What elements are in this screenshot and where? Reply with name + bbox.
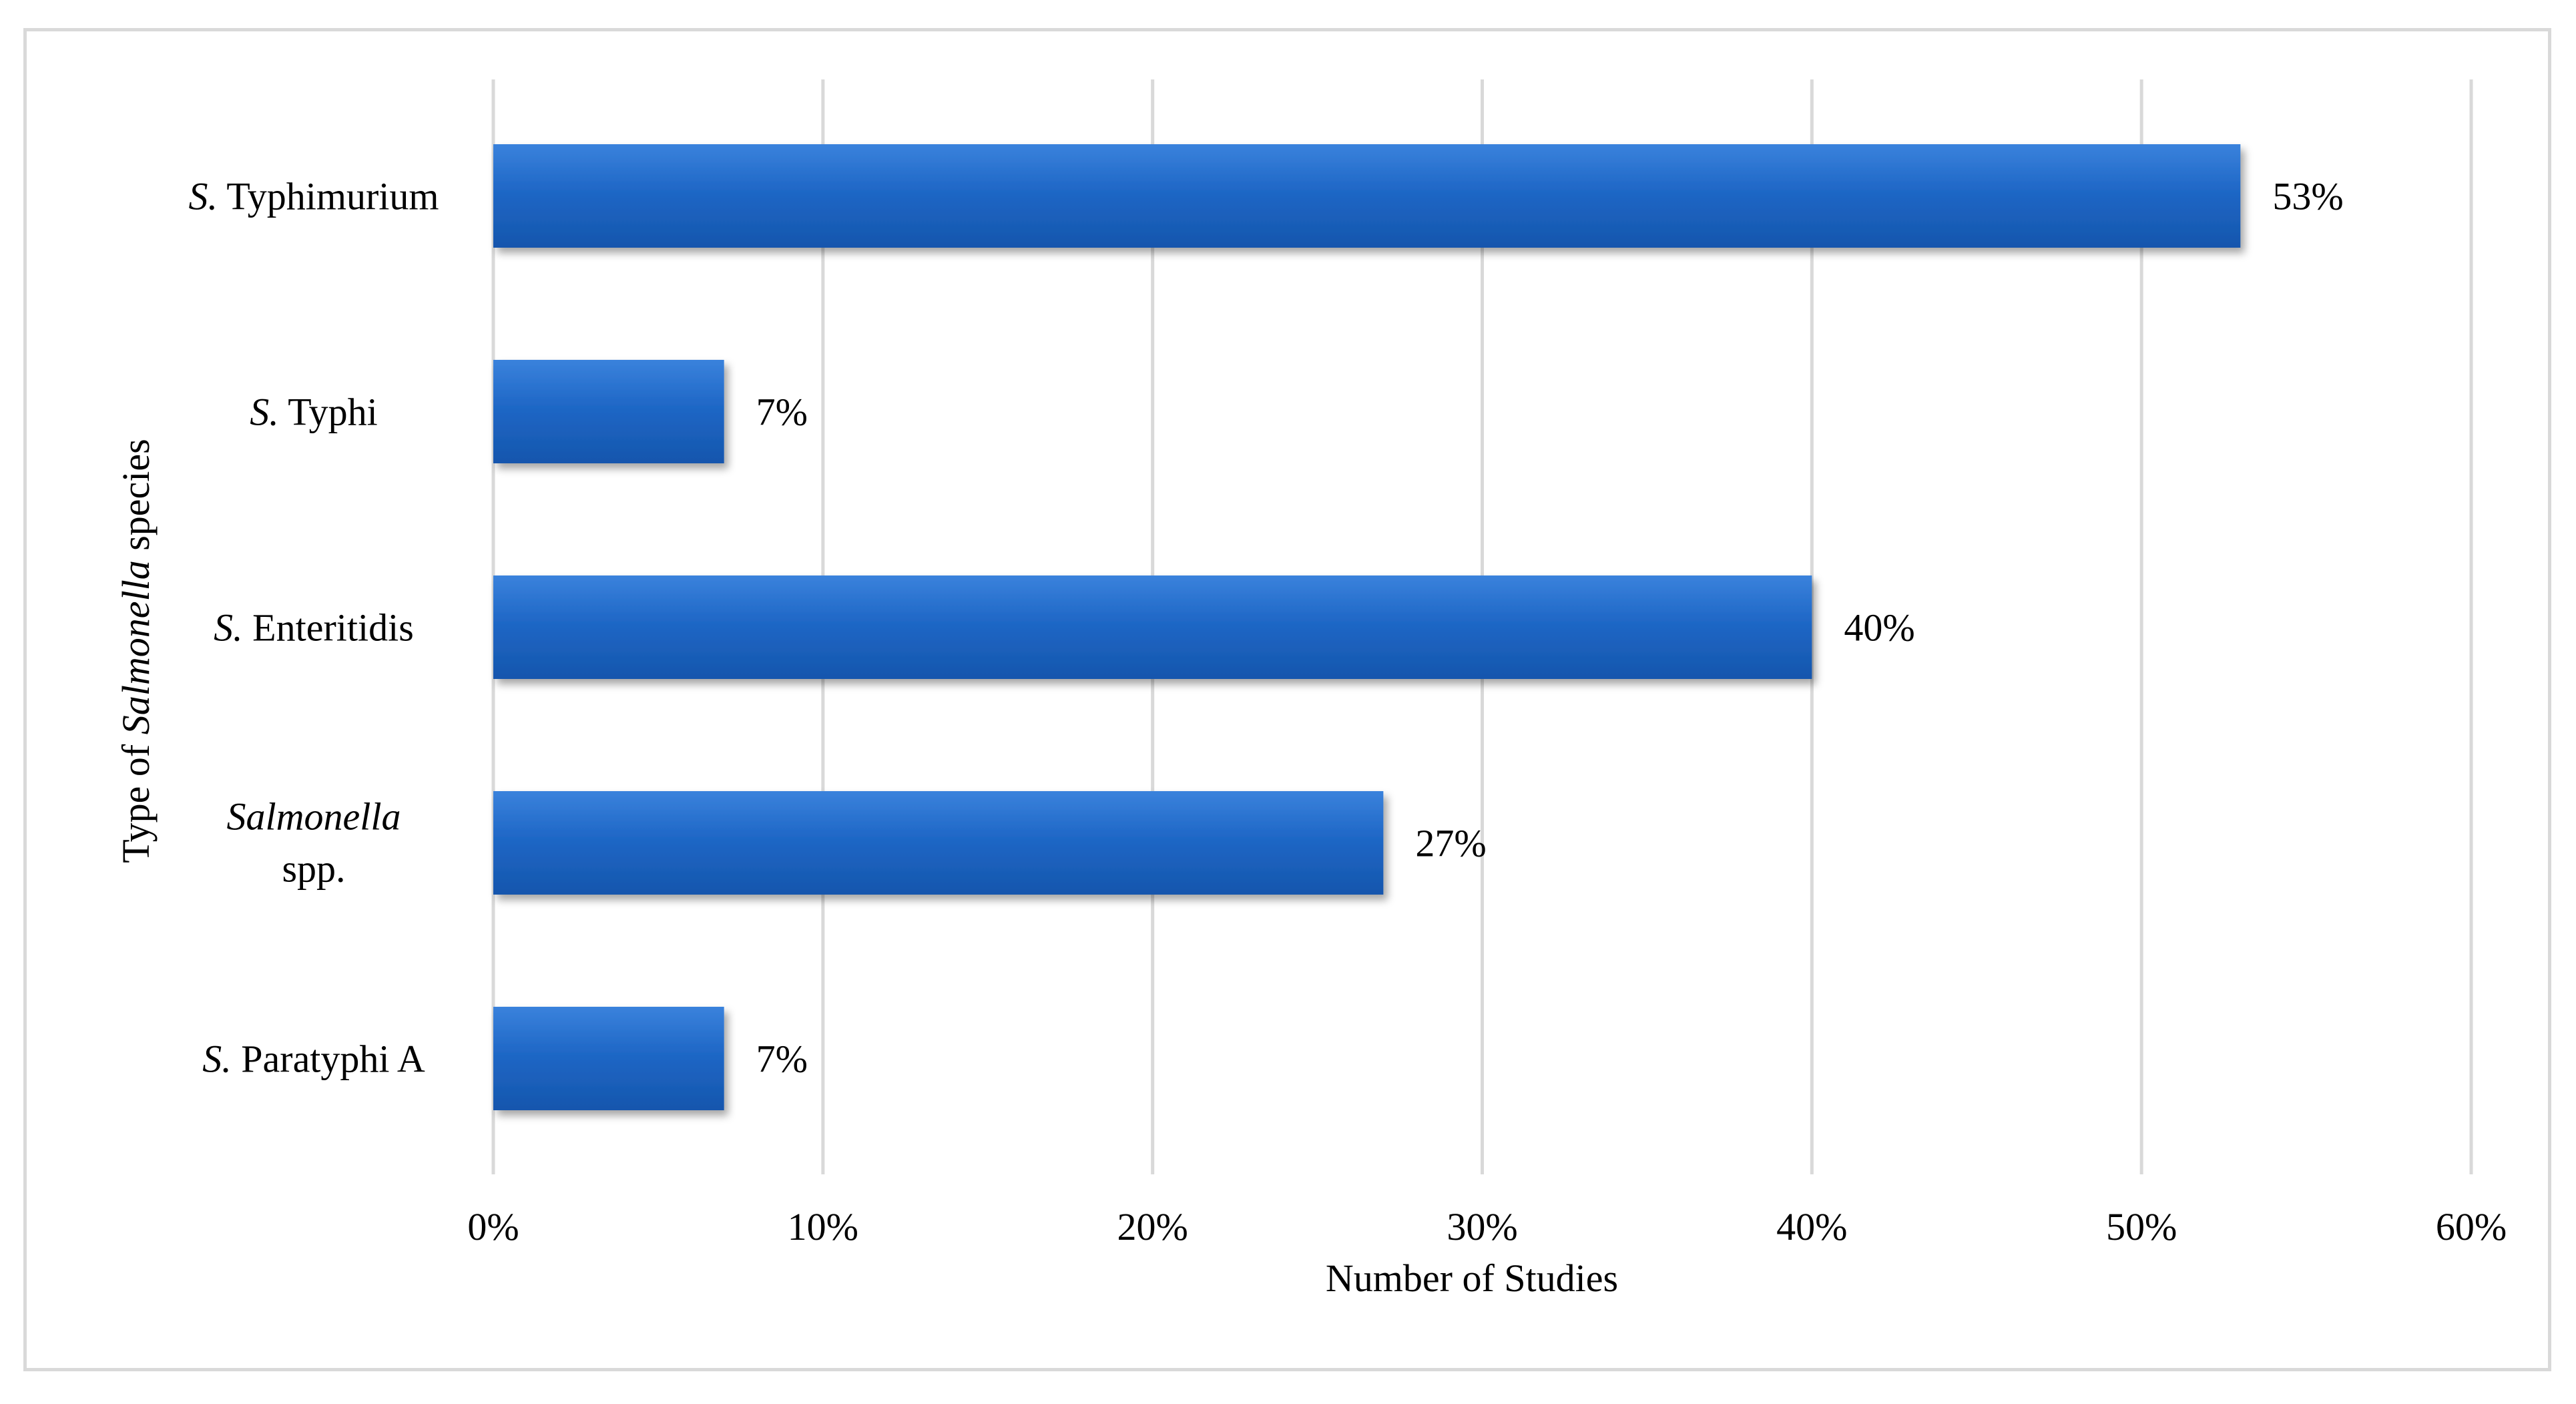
bar (493, 144, 2241, 248)
y-axis-title-prefix: Type of (114, 734, 158, 863)
x-tick-label: 30% (1447, 1205, 1517, 1248)
category-label-rest: spp. (282, 847, 345, 891)
category-label-italic: S. (188, 175, 218, 218)
x-axis-title: Number of Studies (1326, 1256, 1618, 1300)
category-label-italic: S. (214, 606, 243, 650)
category-label-rest: Typhi (279, 391, 378, 434)
category-label: S. Enteritidis (214, 606, 414, 650)
data-label: 7% (756, 391, 808, 434)
bar (493, 575, 1812, 679)
category-label: S. Typhi (250, 391, 377, 434)
data-label: 53% (2272, 175, 2343, 218)
category-label: S. Paratyphi A (202, 1037, 425, 1081)
bar (493, 360, 724, 463)
category-label-italic: S. (250, 391, 279, 434)
y-axis-title: Type of Salmonella species (114, 439, 158, 863)
x-tick-label: 10% (788, 1205, 858, 1248)
category-label-italic: Salmonella (227, 795, 401, 839)
y-axis-title-italic: Salmonella (114, 560, 158, 734)
x-tick-label: 50% (2106, 1205, 2177, 1248)
chart-frame: 53% 7% 40% 27% 7% S. Typhimurium S. Typhi S. E… (23, 28, 2551, 1371)
x-tick-label: 20% (1117, 1205, 1188, 1248)
data-label: 27% (1415, 822, 1486, 865)
category-label: S. Typhimurium (188, 175, 439, 218)
data-label: 7% (756, 1037, 808, 1081)
x-tick-labels: 0% 10% 20% 30% 40% 50% 60% (467, 1205, 2507, 1248)
bars (493, 144, 2241, 1110)
bar (493, 1007, 724, 1110)
category-label-rest: Paratyphi A (232, 1037, 425, 1081)
category-label-rest: Enteritidis (243, 606, 414, 650)
bar (493, 791, 1384, 895)
x-tick-label: 60% (2436, 1205, 2507, 1248)
category-label-rest: Typhimurium (218, 175, 439, 218)
category-label: Salmonella spp. (227, 795, 401, 891)
category-label-italic: S. (202, 1037, 232, 1081)
data-label: 40% (1844, 606, 1914, 650)
y-axis-title-suffix: species (114, 439, 158, 560)
x-tick-label: 0% (467, 1205, 519, 1248)
data-labels: 53% 7% 40% 27% 7% (756, 175, 2344, 1081)
x-tick-label: 40% (1776, 1205, 1847, 1248)
